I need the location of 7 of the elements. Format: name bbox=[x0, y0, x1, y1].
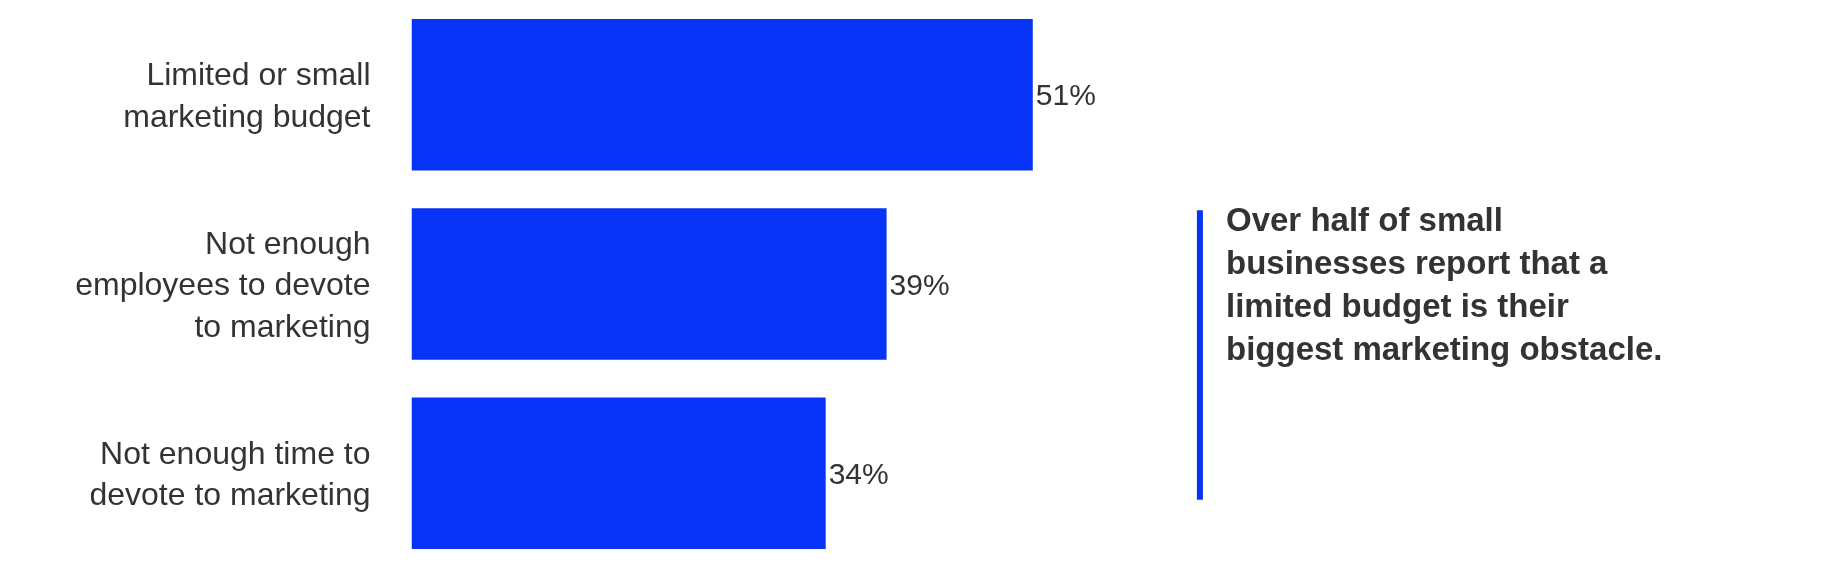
y-tick-label: Limited or small marketing budget bbox=[123, 56, 371, 134]
y-tick-label: Not enough employees to devote to marketing bbox=[75, 224, 371, 344]
data-label: 34% bbox=[828, 456, 889, 490]
text: Over half of small businesses report that a limited budget is their biggest marketing obstacle. bbox=[1226, 201, 1663, 367]
data-label: 39% bbox=[889, 267, 950, 301]
y-tick-label: Not enough time to devote to marketing bbox=[89, 434, 371, 513]
data-label: 51% bbox=[1035, 78, 1096, 112]
